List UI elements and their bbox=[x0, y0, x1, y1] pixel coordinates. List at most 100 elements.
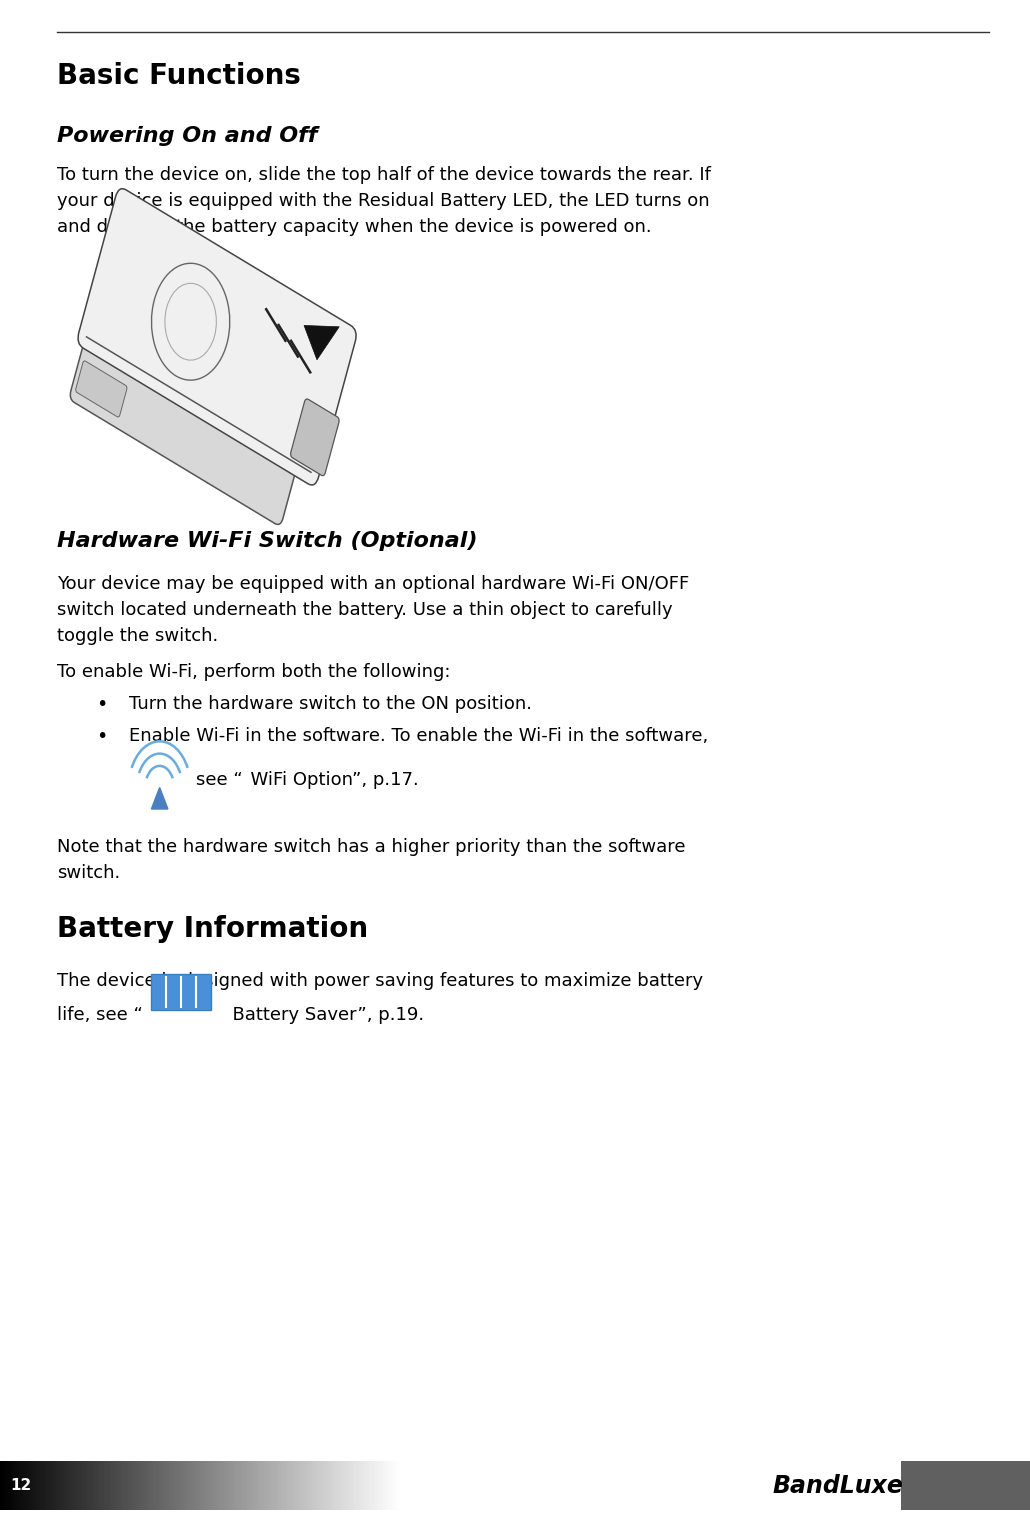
Bar bbox=[134, 1461, 136, 1510]
Bar bbox=[64, 1461, 66, 1510]
Bar bbox=[487, 1461, 489, 1510]
Bar bbox=[36, 1461, 38, 1510]
Bar bbox=[505, 1461, 507, 1510]
Bar bbox=[371, 1461, 373, 1510]
Bar bbox=[81, 1461, 83, 1510]
Bar bbox=[102, 1461, 104, 1510]
Bar bbox=[283, 1461, 285, 1510]
Bar bbox=[236, 1461, 238, 1510]
Polygon shape bbox=[304, 326, 339, 360]
Bar bbox=[142, 1461, 145, 1510]
Text: •: • bbox=[96, 695, 107, 714]
Bar bbox=[496, 1461, 499, 1510]
Bar bbox=[149, 1461, 151, 1510]
FancyBboxPatch shape bbox=[70, 298, 307, 524]
Bar bbox=[192, 1461, 194, 1510]
Bar bbox=[10, 1461, 12, 1510]
Bar bbox=[147, 1461, 149, 1510]
Bar bbox=[83, 1461, 85, 1510]
Bar bbox=[200, 1461, 202, 1510]
Bar bbox=[241, 1461, 243, 1510]
Bar bbox=[519, 1461, 521, 1510]
Bar bbox=[12, 1461, 14, 1510]
Bar bbox=[243, 1461, 245, 1510]
Bar bbox=[523, 1461, 525, 1510]
Bar bbox=[553, 1461, 555, 1510]
Bar bbox=[547, 1461, 549, 1510]
Bar bbox=[2, 1461, 4, 1510]
Bar bbox=[362, 1461, 364, 1510]
Bar bbox=[901, 1461, 1030, 1510]
Bar bbox=[311, 1461, 313, 1510]
Bar bbox=[557, 1461, 560, 1510]
Bar bbox=[181, 1461, 183, 1510]
Bar bbox=[483, 1461, 485, 1510]
Bar bbox=[613, 1461, 615, 1510]
Bar bbox=[160, 1461, 162, 1510]
Bar bbox=[98, 1461, 100, 1510]
Bar bbox=[537, 1461, 539, 1510]
Bar bbox=[277, 1461, 279, 1510]
Bar bbox=[151, 1461, 153, 1510]
Bar bbox=[285, 1461, 287, 1510]
Bar bbox=[206, 1461, 209, 1510]
Bar bbox=[8, 1461, 10, 1510]
Bar bbox=[234, 1461, 236, 1510]
Bar bbox=[415, 1461, 417, 1510]
Bar bbox=[287, 1461, 289, 1510]
Bar bbox=[213, 1461, 215, 1510]
Bar bbox=[507, 1461, 509, 1510]
Bar bbox=[581, 1461, 583, 1510]
Text: Enable Wi-Fi in the software. To enable the Wi-Fi in the software,: Enable Wi-Fi in the software. To enable … bbox=[129, 727, 708, 746]
Bar bbox=[628, 1461, 630, 1510]
Bar bbox=[345, 1461, 347, 1510]
Bar bbox=[62, 1461, 64, 1510]
Bar bbox=[253, 1461, 255, 1510]
Bar bbox=[337, 1461, 339, 1510]
Bar bbox=[196, 1461, 198, 1510]
Bar bbox=[405, 1461, 407, 1510]
Bar bbox=[413, 1461, 415, 1510]
Polygon shape bbox=[151, 787, 168, 809]
Text: Note that the hardware switch has a higher priority than the software
switch.: Note that the hardware switch has a high… bbox=[57, 838, 685, 881]
Text: Your device may be equipped with an optional hardware Wi-Fi ON/OFF
switch locate: Your device may be equipped with an opti… bbox=[57, 575, 689, 644]
Bar bbox=[585, 1461, 587, 1510]
Bar bbox=[485, 1461, 487, 1510]
Bar bbox=[54, 1461, 56, 1510]
Bar bbox=[14, 1461, 18, 1510]
Bar bbox=[592, 1461, 594, 1510]
Bar bbox=[28, 1461, 30, 1510]
Bar bbox=[49, 1461, 52, 1510]
Bar bbox=[138, 1461, 140, 1510]
Bar bbox=[100, 1461, 102, 1510]
Bar bbox=[398, 1461, 401, 1510]
Bar bbox=[385, 1461, 387, 1510]
Bar bbox=[215, 1461, 217, 1510]
Bar bbox=[90, 1461, 92, 1510]
Bar bbox=[389, 1461, 391, 1510]
Bar bbox=[564, 1461, 566, 1510]
Bar bbox=[549, 1461, 551, 1510]
Bar bbox=[172, 1461, 174, 1510]
Bar bbox=[443, 1461, 445, 1510]
Bar bbox=[535, 1461, 537, 1510]
Bar bbox=[545, 1461, 547, 1510]
Bar bbox=[575, 1461, 577, 1510]
Bar bbox=[343, 1461, 345, 1510]
Bar bbox=[198, 1461, 200, 1510]
Bar bbox=[226, 1461, 228, 1510]
Bar bbox=[132, 1461, 134, 1510]
Bar bbox=[351, 1461, 353, 1510]
Bar bbox=[40, 1461, 42, 1510]
Bar bbox=[323, 1461, 325, 1510]
Bar bbox=[258, 1461, 260, 1510]
Bar bbox=[262, 1461, 264, 1510]
Bar bbox=[489, 1461, 491, 1510]
Bar bbox=[119, 1461, 122, 1510]
Bar bbox=[136, 1461, 138, 1510]
Bar bbox=[78, 1461, 81, 1510]
Bar bbox=[615, 1461, 617, 1510]
Bar bbox=[364, 1461, 366, 1510]
Bar bbox=[596, 1461, 598, 1510]
Bar bbox=[156, 1461, 158, 1510]
